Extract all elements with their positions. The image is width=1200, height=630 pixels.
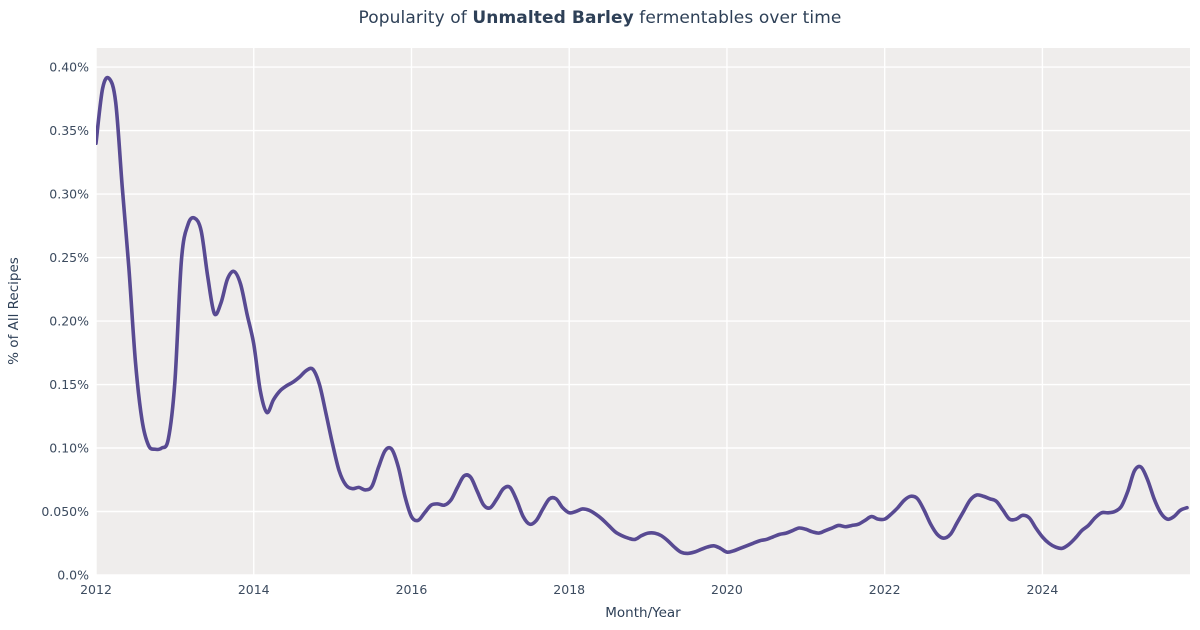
x-tick-label: 2012 [80,582,112,597]
y-tick-label: 0.20% [49,313,89,328]
series-line-unmalted-barley [96,75,1189,556]
plot-area [96,48,1190,575]
x-tick-label: 2018 [553,582,585,597]
x-tick-label: 2016 [396,582,428,597]
y-tick-label: 0.050% [41,504,89,519]
y-tick-label: 0.0% [57,567,89,582]
y-axis-label: % of All Recipes [6,257,22,365]
chart-title: Popularity of Unmalted Barley fermentabl… [0,8,1200,28]
x-tick-label: 2022 [869,582,901,597]
x-tick-label: 2024 [1027,582,1059,597]
y-tick-label: 0.40% [49,59,89,74]
chart-title-suffix: fermentables over time [633,8,842,28]
y-tick-label: 0.35% [49,123,89,138]
x-axis-label: Month/Year [605,605,681,621]
chart-title-prefix: Popularity of [358,8,473,28]
x-tick-label: 2020 [711,582,743,597]
y-tick-label: 0.25% [49,250,89,265]
y-tick-label: 0.30% [49,186,89,201]
y-tick-label: 0.10% [49,440,89,455]
chart-title-emphasis: Unmalted Barley [472,8,634,28]
x-tick-label: 2014 [238,582,270,597]
y-tick-label: 0.15% [49,377,89,392]
